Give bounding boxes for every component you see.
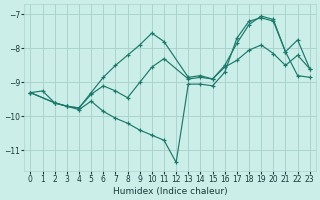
X-axis label: Humidex (Indice chaleur): Humidex (Indice chaleur) (113, 187, 228, 196)
